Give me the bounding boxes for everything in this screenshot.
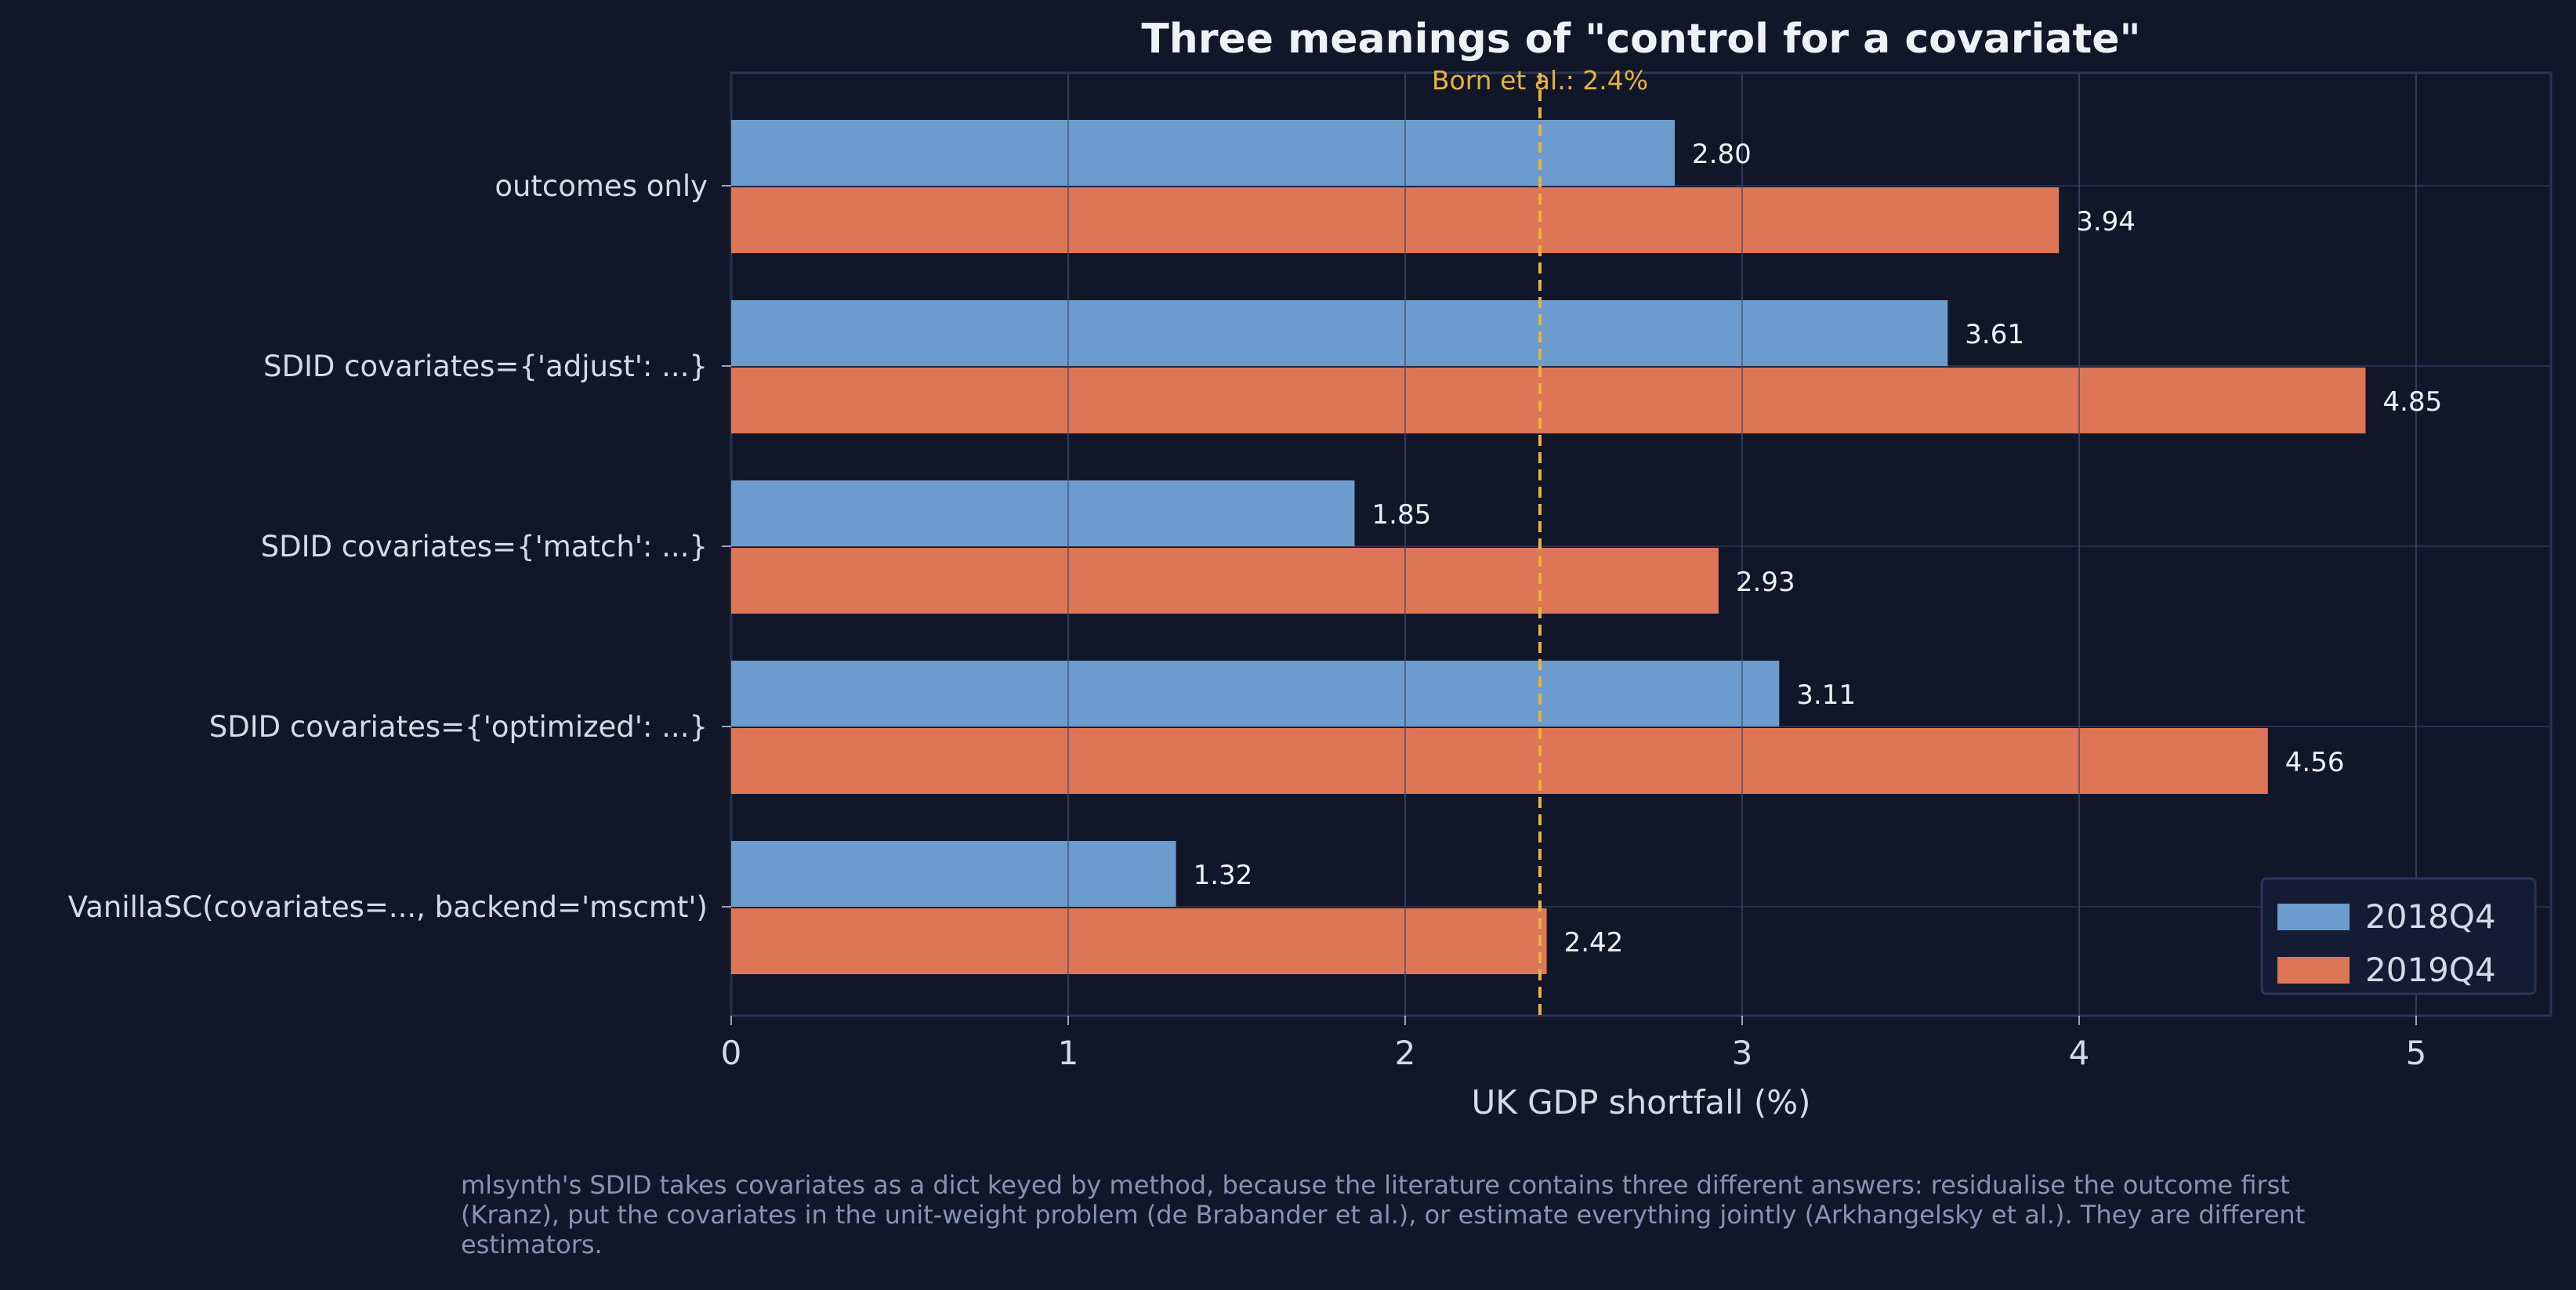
x-tick-label: 4: [2069, 1034, 2090, 1072]
legend-swatch: [2277, 904, 2350, 930]
bar-2018Q4: [731, 120, 1675, 186]
x-tick-label: 3: [1732, 1034, 1753, 1072]
data-label: 2.93: [1736, 567, 1795, 598]
category-label: SDID covariates={'match': ...}: [261, 530, 708, 563]
bar-2019Q4: [731, 187, 2060, 253]
bars-layer: [731, 120, 2366, 974]
x-tick-label: 5: [2406, 1034, 2427, 1072]
x-tick-label: 1: [1058, 1034, 1079, 1072]
bar-2019Q4: [731, 908, 1547, 974]
data-label: 3.94: [2076, 206, 2136, 237]
legend-label: 2019Q4: [2365, 951, 2496, 989]
legend: 2018Q4 2019Q4: [2260, 877, 2537, 995]
data-label: 4.56: [2285, 747, 2345, 778]
category-label: SDID covariates={'optimized': ...}: [209, 710, 708, 744]
data-label: 1.85: [1372, 499, 1432, 531]
bar-2018Q4: [731, 841, 1176, 907]
data-label: 3.61: [1965, 319, 2024, 350]
labels-layer: 0 1 2 3 4 5 outcomes only SDID covariates={'adj…: [68, 65, 2442, 1072]
data-label: 2.80: [1692, 139, 1752, 170]
bar-2019Q4: [731, 368, 2366, 433]
x-tick-label: 0: [721, 1034, 742, 1072]
x-tick-label: 2: [1395, 1034, 1416, 1072]
reference-line-label: Born et al.: 2.4%: [1432, 65, 1648, 96]
bar-2018Q4: [731, 300, 1948, 366]
data-label: 2.42: [1564, 927, 1624, 958]
data-label: 3.11: [1796, 679, 1856, 711]
bar-2018Q4: [731, 661, 1780, 727]
data-label: 4.85: [2383, 386, 2443, 418]
category-label: SDID covariates={'adjust': ...}: [263, 350, 708, 383]
legend-label: 2018Q4: [2365, 897, 2496, 936]
chart-caption: mlsynth's SDID takes covariates as a dic…: [461, 1170, 2306, 1259]
legend-swatch: [2277, 957, 2350, 984]
bar-2018Q4: [731, 480, 1355, 546]
bar-2019Q4: [731, 728, 2268, 794]
overlay-layer: [1067, 73, 2417, 1016]
data-label: 1.32: [1194, 860, 1253, 891]
chart-title: Three meanings of "control for a covaria…: [1141, 16, 2140, 63]
category-label: VanillaSC(covariates=..., backend='mscmt…: [68, 890, 708, 924]
x-axis-label: UK GDP shortfall (%): [1471, 1083, 1810, 1122]
bar-2019Q4: [731, 548, 1719, 614]
category-label: outcomes only: [495, 169, 708, 203]
